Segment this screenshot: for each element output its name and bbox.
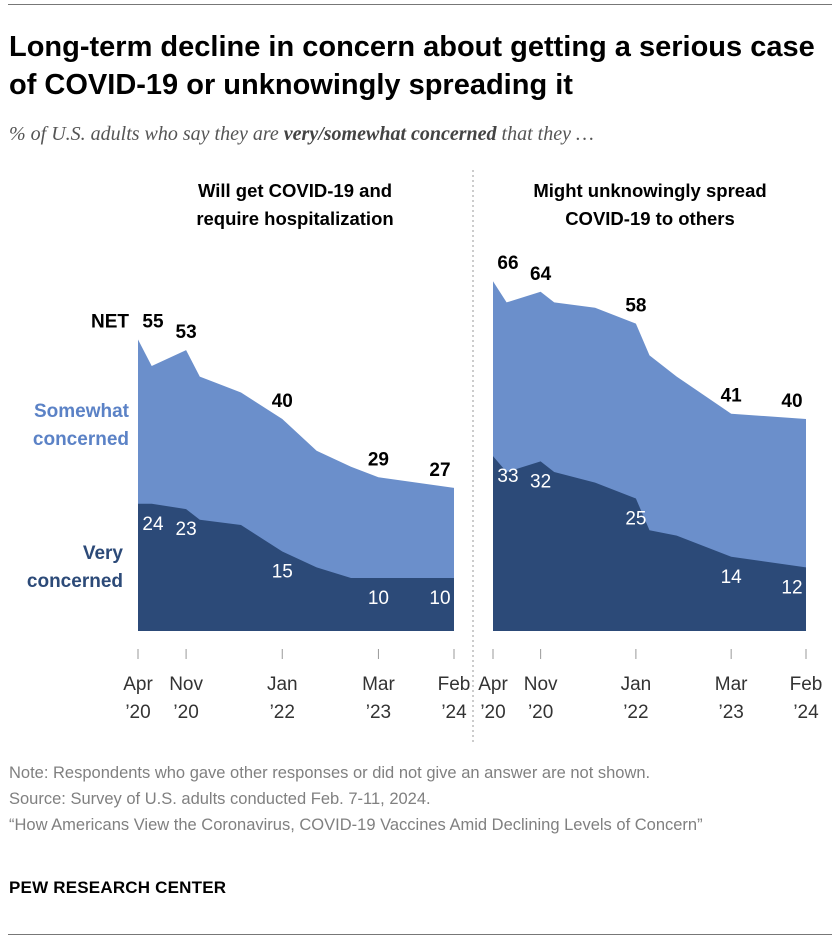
somewhat-legend-label-line1: Somewhat (34, 401, 130, 422)
spread-very-label: 14 (721, 567, 743, 588)
spread-x-tick-year: ’20 (528, 702, 553, 723)
spread-very-label: 25 (625, 509, 646, 530)
chart-title: Long-term decline in concern about getti… (9, 31, 815, 101)
spread-very-label: 32 (530, 471, 551, 492)
hosp-net-label: 27 (429, 460, 450, 481)
subtitle-emphasis: very/somewhat concerned (283, 123, 497, 145)
spread-x-tick-month: Apr (478, 674, 508, 695)
spread-x-tick-month: Jan (621, 674, 652, 695)
chart-subtitle: % of U.S. adults who say they are very/s… (9, 120, 831, 148)
spread-x-tick-month: Feb (790, 674, 823, 695)
spread-x-tick-year: ’23 (718, 702, 743, 723)
somewhat-legend-label-line2: concerned (33, 429, 129, 450)
hosp-panel-title-line2: require hospitalization (196, 208, 393, 229)
hosp-x-tick-month: Jan (267, 674, 298, 695)
brand-logo-text: PEW RESEARCH CENTER (9, 878, 227, 897)
hosp-very-area (138, 503, 454, 631)
hosp-very-label: 10 (368, 588, 389, 609)
spread-panel-title-line2: COVID-19 to others (565, 208, 735, 229)
spread-net-label: 40 (781, 391, 802, 412)
hosp-net-label: 53 (176, 322, 197, 343)
hosp-net-label: 29 (368, 449, 389, 470)
hosp-x-tick-year: ’24 (441, 702, 467, 723)
hosp-x-tick-year: ’22 (270, 702, 295, 723)
subtitle-suffix: that they … (501, 123, 594, 145)
hosp-x-tick-month: Apr (123, 674, 153, 695)
subtitle-prefix: % of U.S. adults who say they are (9, 123, 279, 145)
spread-x-tick-month: Nov (524, 674, 558, 695)
hosp-x-tick-month: Mar (362, 674, 395, 695)
footer-report: “How Americans View the Coronavirus, COV… (9, 816, 703, 834)
very-legend-label-line1: Very (83, 543, 124, 564)
area-charts: Will get COVID-19 and require hospitaliza… (27, 170, 823, 745)
hosp-x-tick-year: ’20 (173, 702, 198, 723)
very-legend-label-line2: concerned (27, 571, 123, 592)
top-rule (8, 4, 832, 5)
hosp-very-label: 23 (176, 519, 197, 540)
net-legend-label: NET (91, 312, 129, 333)
hosp-very-label: 10 (429, 588, 450, 609)
hosp-very-label: 24 (142, 514, 164, 535)
spread-very-area (493, 456, 806, 631)
hosp-x-tick-month: Nov (169, 674, 203, 695)
spread-panel-title-line1: Might unknowingly spread (533, 180, 766, 201)
spread-x-tick-month: Mar (715, 674, 748, 695)
hosp-x-tick-year: ’23 (366, 702, 391, 723)
footer-note: Note: Respondents who gave other respons… (9, 764, 651, 782)
hosp-very-label: 15 (272, 562, 293, 583)
spread-net-label: 58 (625, 296, 646, 317)
hosp-net-label: 40 (272, 391, 293, 412)
spread-very-label: 33 (497, 466, 518, 487)
spread-net-label: 66 (497, 253, 518, 274)
spread-very-label: 12 (781, 577, 802, 598)
footer-source: Source: Survey of U.S. adults conducted … (9, 790, 431, 808)
footer-notes: Note: Respondents who gave other respons… (9, 760, 831, 838)
hosp-x-tick-month: Feb (438, 674, 471, 695)
hosp-x-tick-year: ’20 (125, 702, 150, 723)
spread-net-label: 41 (721, 386, 743, 407)
spread-x-tick-year: ’20 (480, 702, 505, 723)
spread-x-tick-year: ’24 (793, 702, 819, 723)
hosp-panel-title-line1: Will get COVID-19 and (198, 180, 392, 201)
spread-net-label: 64 (530, 264, 552, 285)
bottom-rule (8, 934, 832, 935)
hosp-net-label: 55 (142, 312, 164, 333)
spread-x-tick-year: ’22 (623, 702, 648, 723)
